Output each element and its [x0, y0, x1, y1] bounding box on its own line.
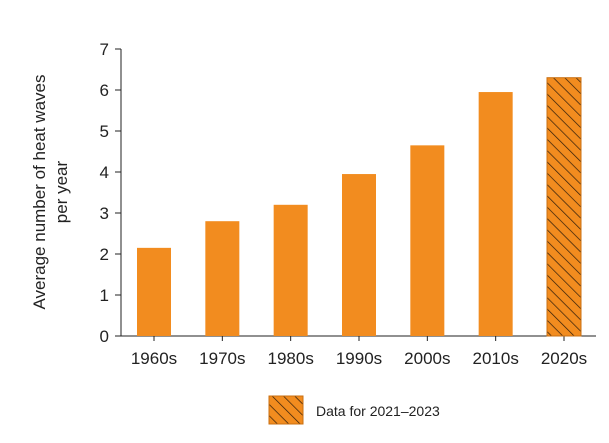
axes: 0 1 2 3 4 5 6 7 1960s 1970s 1980s 1990s 2000s 2010s 20… — [100, 40, 596, 368]
y-tick-label: 5 — [100, 122, 109, 141]
y-tick-label: 7 — [100, 40, 109, 59]
y-axis-title: Average number of heat waves per year — [30, 75, 71, 310]
legend-swatch-hatched — [268, 395, 304, 425]
y-tick-label: 1 — [100, 286, 109, 305]
x-tick-label: 2000s — [404, 349, 450, 368]
y-tick-label: 2 — [100, 245, 109, 264]
bar-1980s — [273, 204, 308, 336]
bar-1960s — [137, 247, 171, 336]
y-axis-title-line: per year — [52, 160, 71, 223]
x-tick-label: 2020s — [541, 349, 587, 368]
bar-1990s — [342, 174, 376, 336]
bar-2000s — [410, 145, 445, 336]
bars — [137, 77, 582, 337]
x-tick-label: 1960s — [131, 349, 177, 368]
x-tick-label: 2010s — [473, 349, 519, 368]
y-tick-label: 6 — [100, 81, 109, 100]
y-axis-label: Average number of heat waves per year — [30, 75, 71, 310]
legend-label: Data for 2021–2023 — [316, 403, 440, 419]
bar-2010s — [478, 92, 513, 336]
legend: Data for 2021–2023 — [268, 395, 440, 425]
bar-2020s — [546, 77, 582, 337]
bar-1970s — [205, 221, 240, 336]
x-tick-label: 1990s — [336, 349, 382, 368]
x-tick-label: 1980s — [268, 349, 314, 368]
y-axis-title-line: Average number of heat waves — [30, 75, 49, 310]
y-tick-label: 3 — [100, 204, 109, 223]
y-tick-label: 0 — [100, 327, 109, 346]
y-tick-label: 4 — [100, 163, 109, 182]
x-tick-label: 1970s — [199, 349, 245, 368]
